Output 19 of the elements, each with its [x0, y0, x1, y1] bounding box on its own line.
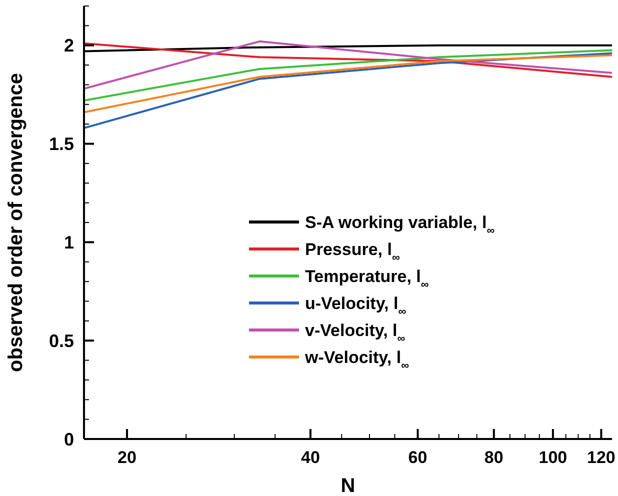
y-tick-label: 1	[64, 232, 74, 252]
legend-label: w-Velocity, l$_{∞}$	[304, 348, 410, 372]
x-tick-label: 100	[538, 448, 568, 467]
x-tick-label: 40	[300, 448, 320, 467]
x-tick-label: 60	[408, 448, 428, 467]
legend-label: S-A working variable, l$_{∞}$	[305, 212, 495, 237]
legend-label: Temperature, l$_{∞}$	[305, 266, 429, 291]
y-tick-label: 2	[64, 36, 74, 56]
legend-label: Pressure, l$_{∞}$	[305, 240, 400, 264]
y-tick-label: 1.5	[48, 134, 74, 154]
x-axis-title: N	[340, 475, 356, 496]
y-tick-label: 0.5	[48, 330, 74, 351]
x-tick-label: 80	[484, 448, 504, 467]
y-axis-title: observed order of convergence	[5, 73, 27, 372]
x-tick-label: 120	[587, 448, 616, 467]
legend-label: v-Velocity, l$_{∞}$	[305, 320, 406, 345]
y-tick-label: 0	[64, 429, 74, 450]
x-tick-label: 20	[118, 448, 136, 467]
legend-label: u-Velocity, l$_{∞}$	[305, 294, 406, 318]
